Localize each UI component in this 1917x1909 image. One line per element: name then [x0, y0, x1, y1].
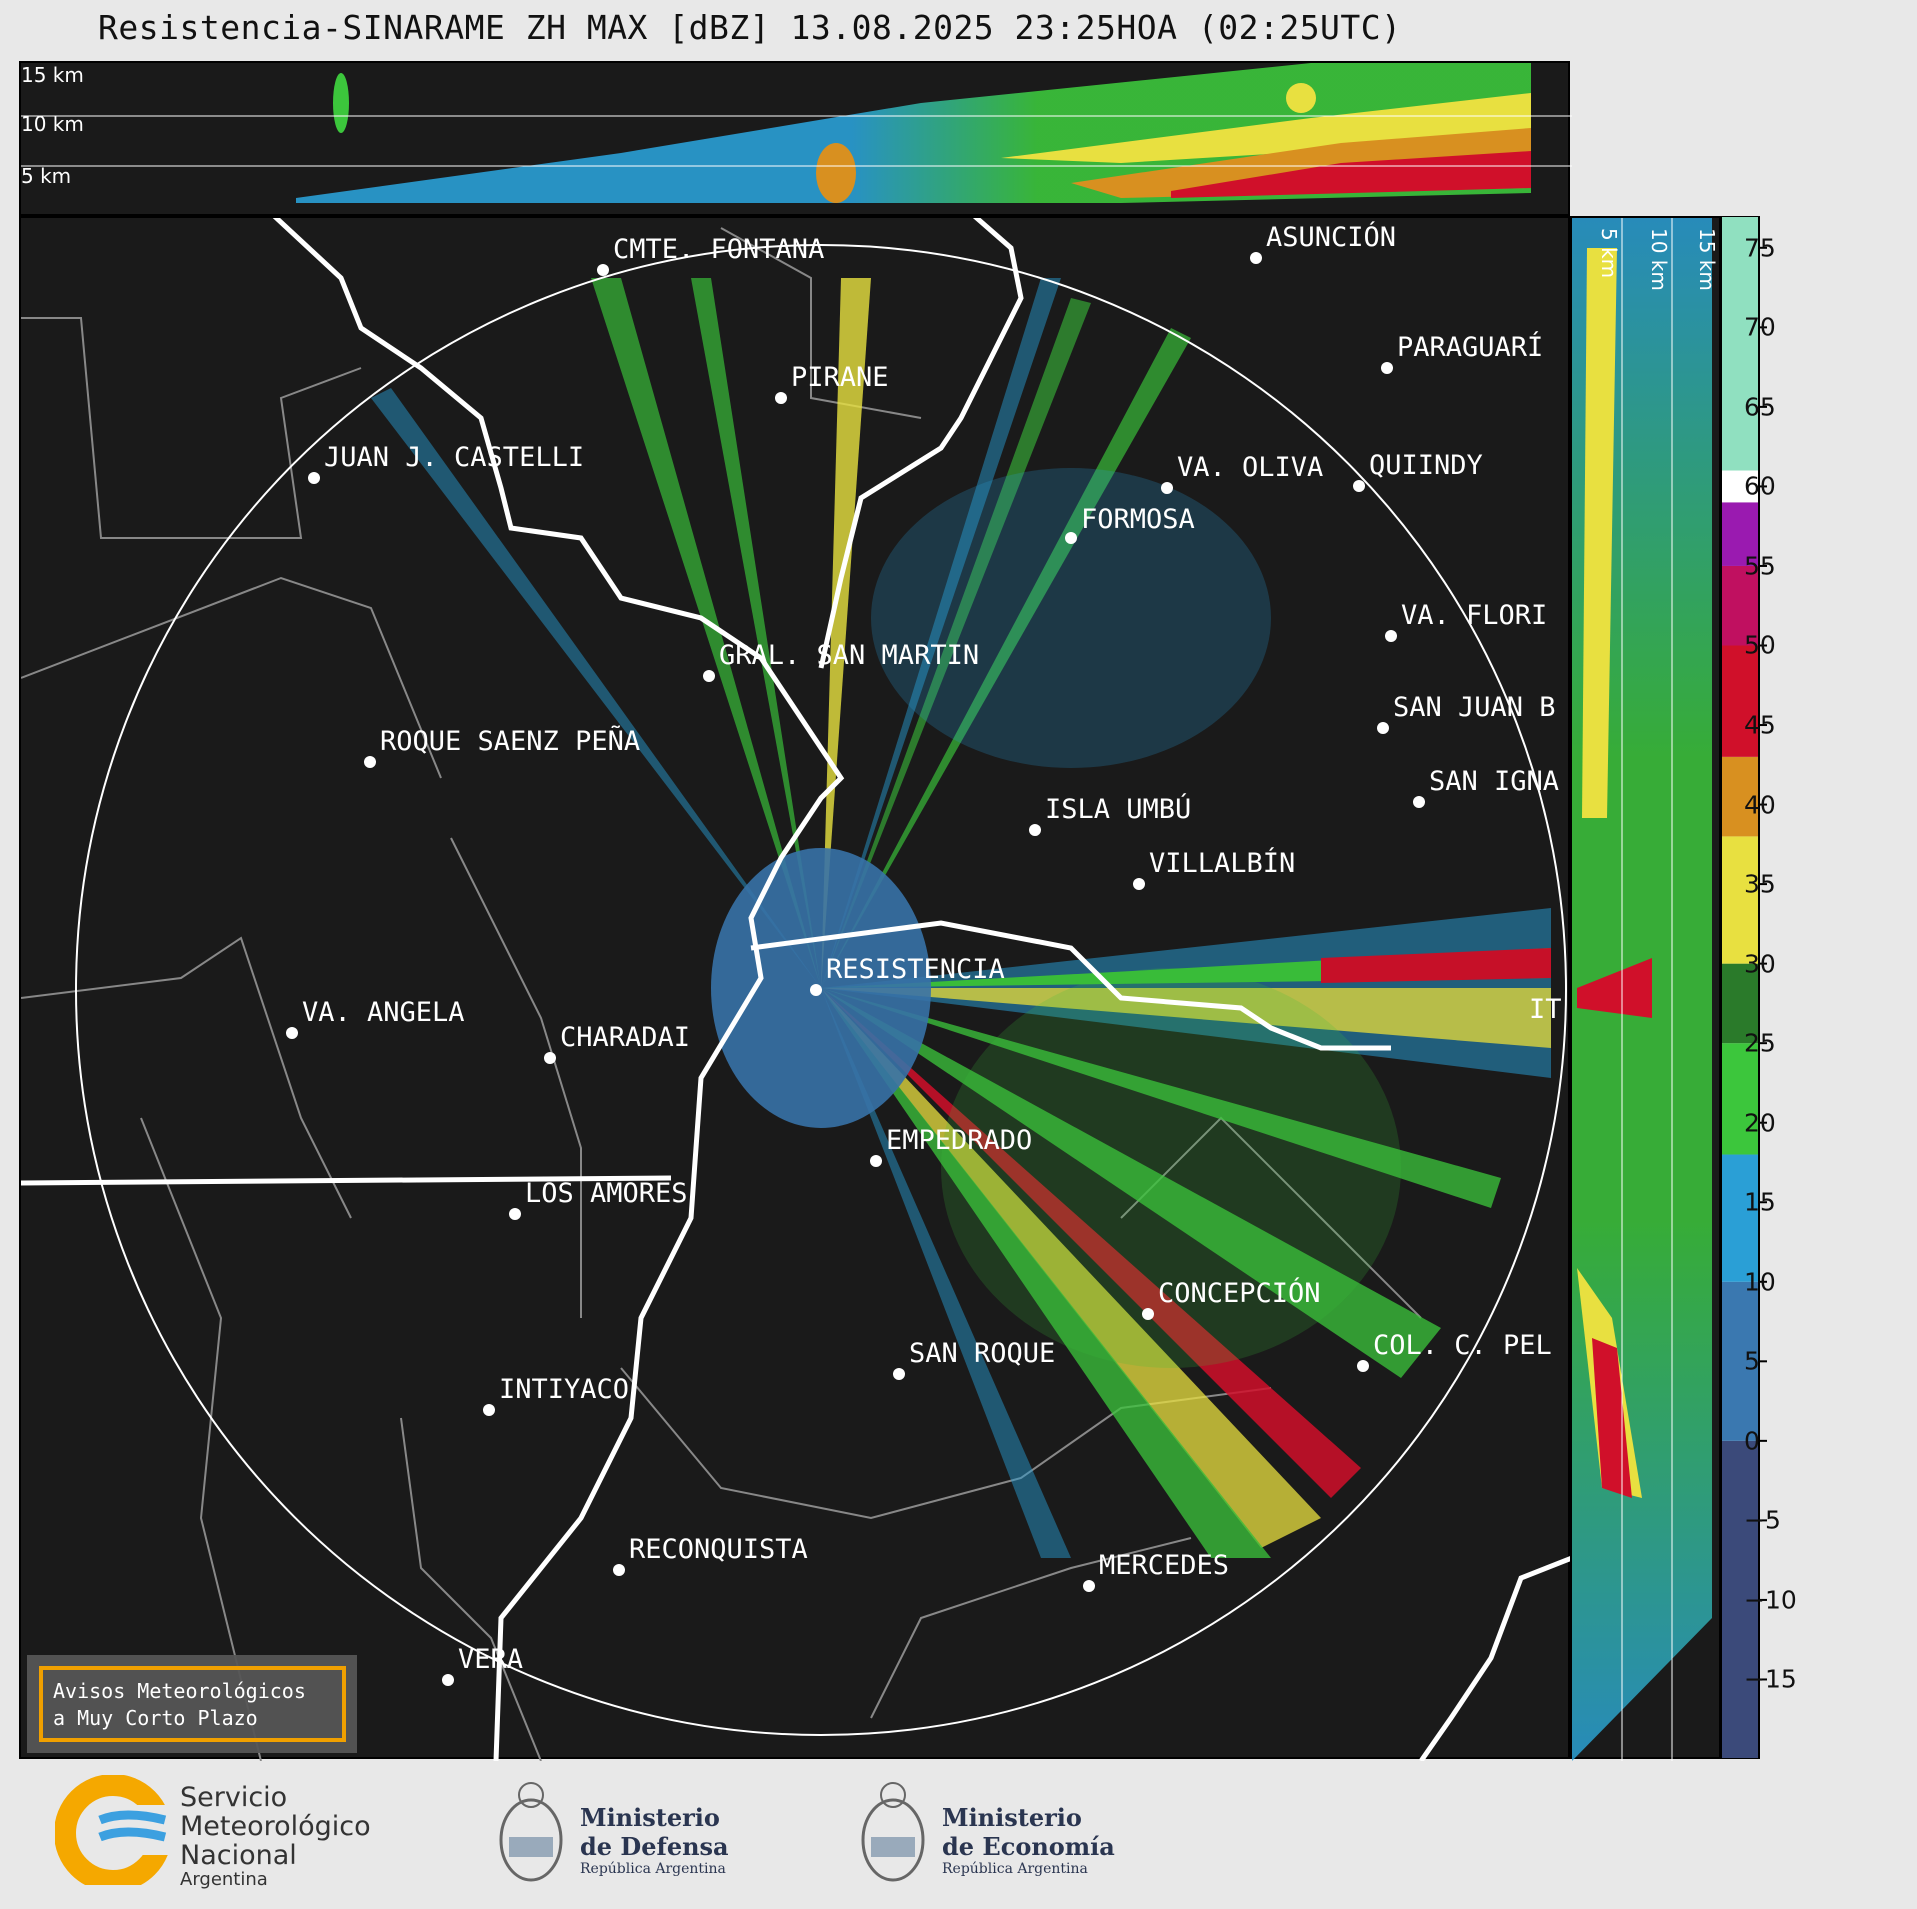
city-gral-san-martin: GRAL. SAN MARTIN — [719, 640, 979, 671]
side-height-5km: 5 km — [1597, 228, 1621, 278]
city-roque-saenz-pena: ROQUE SAENZ PEÑA — [380, 725, 640, 757]
economia-line2: de Economía — [942, 1832, 1115, 1861]
smn-line2: Meteorológico — [180, 1811, 371, 1842]
colorbar-segment — [1721, 645, 1759, 757]
rivers-borders — [21, 218, 1572, 1761]
city-juan-j-castelli: JUAN J. CASTELLI — [324, 442, 584, 473]
city-empedrado: EMPEDRADO — [886, 1125, 1032, 1156]
city-col-c-pel: COL. C. PEL — [1373, 1330, 1552, 1361]
colorbar-tick-label: 45 — [1744, 710, 1776, 740]
colorbar-segment — [1721, 963, 1759, 1044]
radar-echoes — [371, 278, 1551, 1558]
warning-box[interactable]: Avisos Meteorológicos a Muy Corto Plazo — [27, 1655, 357, 1753]
top-cross-section: 15 km 10 km 5 km — [19, 61, 1572, 216]
colorbar-tick-label: 25 — [1744, 1028, 1776, 1058]
city-charadai: CHARADAI — [560, 1022, 690, 1053]
defensa-line1: Ministerio — [580, 1803, 720, 1832]
colorbar-segment — [1721, 216, 1759, 471]
top-height-5km: 5 km — [21, 164, 71, 188]
city-san-igna: SAN IGNA — [1429, 766, 1559, 797]
city-quiindy: QUIINDY — [1369, 450, 1483, 481]
city-reconquista: RECONQUISTA — [629, 1534, 808, 1565]
radar-map[interactable]: CMTE. FONTANA ASUNCIÓN PARAGUARÍ PIRANE … — [19, 216, 1572, 1761]
colorbar-segment — [1721, 836, 1759, 964]
city-paraguari: PARAGUARÍ — [1397, 331, 1543, 363]
radar-map-graphic: CMTE. FONTANA ASUNCIÓN PARAGUARÍ PIRANE … — [21, 218, 1572, 1761]
argentina-shield-icon — [499, 1782, 563, 1882]
map-title: Resistencia-SINARAME ZH MAX [dBZ] 13.08.… — [98, 8, 1402, 47]
city-san-roque: SAN ROQUE — [909, 1338, 1055, 1369]
colorbar-tick-label: 30 — [1744, 949, 1776, 979]
defensa-logo: Ministerio de Defensa República Argentin… — [495, 1775, 755, 1895]
colorbar-segment — [1721, 756, 1759, 837]
city-villalbin: VILLALBÍN — [1149, 847, 1295, 879]
city-formosa: FORMOSA — [1081, 504, 1195, 535]
range-ring — [75, 244, 1567, 1736]
colorbar-tick-label: −15 — [1744, 1664, 1797, 1694]
colorbar-tick-label: 10 — [1744, 1267, 1776, 1297]
city-mercedes: MERCEDES — [1099, 1550, 1229, 1581]
city-resistencia: RESISTENCIA — [826, 954, 1005, 985]
colorbar-tick-label: 0 — [1744, 1426, 1760, 1456]
city-intiyaco: INTIYACO — [499, 1374, 629, 1405]
colorbar-segment — [1721, 1043, 1759, 1155]
side-cross-section-graphic: 5 km 10 km 15 km — [1572, 218, 1719, 1761]
city-vera: VERA — [458, 1644, 523, 1675]
colorbar-tick-label: 50 — [1744, 630, 1776, 660]
colorbar-tick-label: 60 — [1744, 471, 1776, 501]
smn-line3: Nacional — [180, 1840, 297, 1871]
defensa-line3: República Argentina — [580, 1861, 726, 1877]
warning-line1: Avisos Meteorológicos — [53, 1679, 306, 1703]
city-va-angela: VA. ANGELA — [302, 997, 465, 1028]
colorbar-tick-label: 75 — [1744, 233, 1776, 263]
city-cmte-fontana: CMTE. FONTANA — [613, 234, 824, 265]
colorbar-tick-label: 70 — [1744, 312, 1776, 342]
colorbar-segment — [1721, 1440, 1759, 1759]
smn-line4: Argentina — [180, 1869, 268, 1890]
economia-logo: Ministerio de Economía República Argenti… — [857, 1775, 1127, 1895]
colorbar-tick-label: 20 — [1744, 1108, 1776, 1138]
city-labels: CMTE. FONTANA ASUNCIÓN PARAGUARÍ PIRANE … — [286, 221, 1562, 1686]
colorbar — [1721, 216, 1767, 1759]
city-concepcion: CONCEPCIÓN — [1158, 1277, 1321, 1309]
colorbar-tick-label: 55 — [1744, 551, 1776, 581]
colorbar-segment — [1721, 502, 1759, 566]
city-asuncion: ASUNCIÓN — [1266, 221, 1396, 253]
colorbar-segment — [1721, 1154, 1759, 1282]
top-height-10km: 10 km — [21, 112, 84, 136]
economia-line1: Ministerio — [942, 1803, 1082, 1832]
smn-logo: Servicio Meteorológico Nacional Argentin… — [55, 1775, 415, 1895]
city-it: IT — [1529, 994, 1562, 1025]
city-los-amores: LOS AMORES — [525, 1178, 688, 1209]
side-height-15km: 15 km — [1695, 228, 1719, 291]
colorbar-tick-label: 40 — [1744, 790, 1776, 820]
city-va-oliva: VA. OLIVA — [1177, 452, 1323, 483]
warning-line2: a Muy Corto Plazo — [53, 1706, 258, 1730]
smn-emblem-icon — [55, 1775, 175, 1885]
colorbar-tick-label: 5 — [1744, 1346, 1760, 1376]
colorbar-tick-label: 15 — [1744, 1187, 1776, 1217]
city-isla-umbu: ISLA UMBÚ — [1045, 793, 1191, 825]
side-height-10km: 10 km — [1647, 228, 1671, 291]
smn-line1: Servicio — [180, 1782, 288, 1813]
city-san-juan-b: SAN JUAN B — [1393, 692, 1556, 723]
colorbar-tick-label: 35 — [1744, 869, 1776, 899]
colorbar-tick-label: 65 — [1744, 392, 1776, 422]
colorbar-segment — [1721, 565, 1759, 646]
top-cross-section-graphic: 15 km 10 km 5 km — [21, 63, 1572, 203]
top-height-15km: 15 km — [21, 63, 84, 87]
side-cross-section: 5 km 10 km 15 km — [1570, 216, 1721, 1761]
economia-line3: República Argentina — [942, 1861, 1088, 1877]
colorbar-tick-label: −5 — [1744, 1505, 1781, 1535]
city-pirane: PIRANE — [791, 362, 889, 393]
colorbar-segment — [1721, 1281, 1759, 1441]
colorbar-segment — [1721, 470, 1759, 503]
colorbar-tick-label: −10 — [1744, 1585, 1797, 1615]
argentina-shield-icon — [861, 1782, 925, 1882]
defensa-line2: de Defensa — [580, 1832, 729, 1861]
city-va-flori: VA. FLORI — [1401, 600, 1547, 631]
